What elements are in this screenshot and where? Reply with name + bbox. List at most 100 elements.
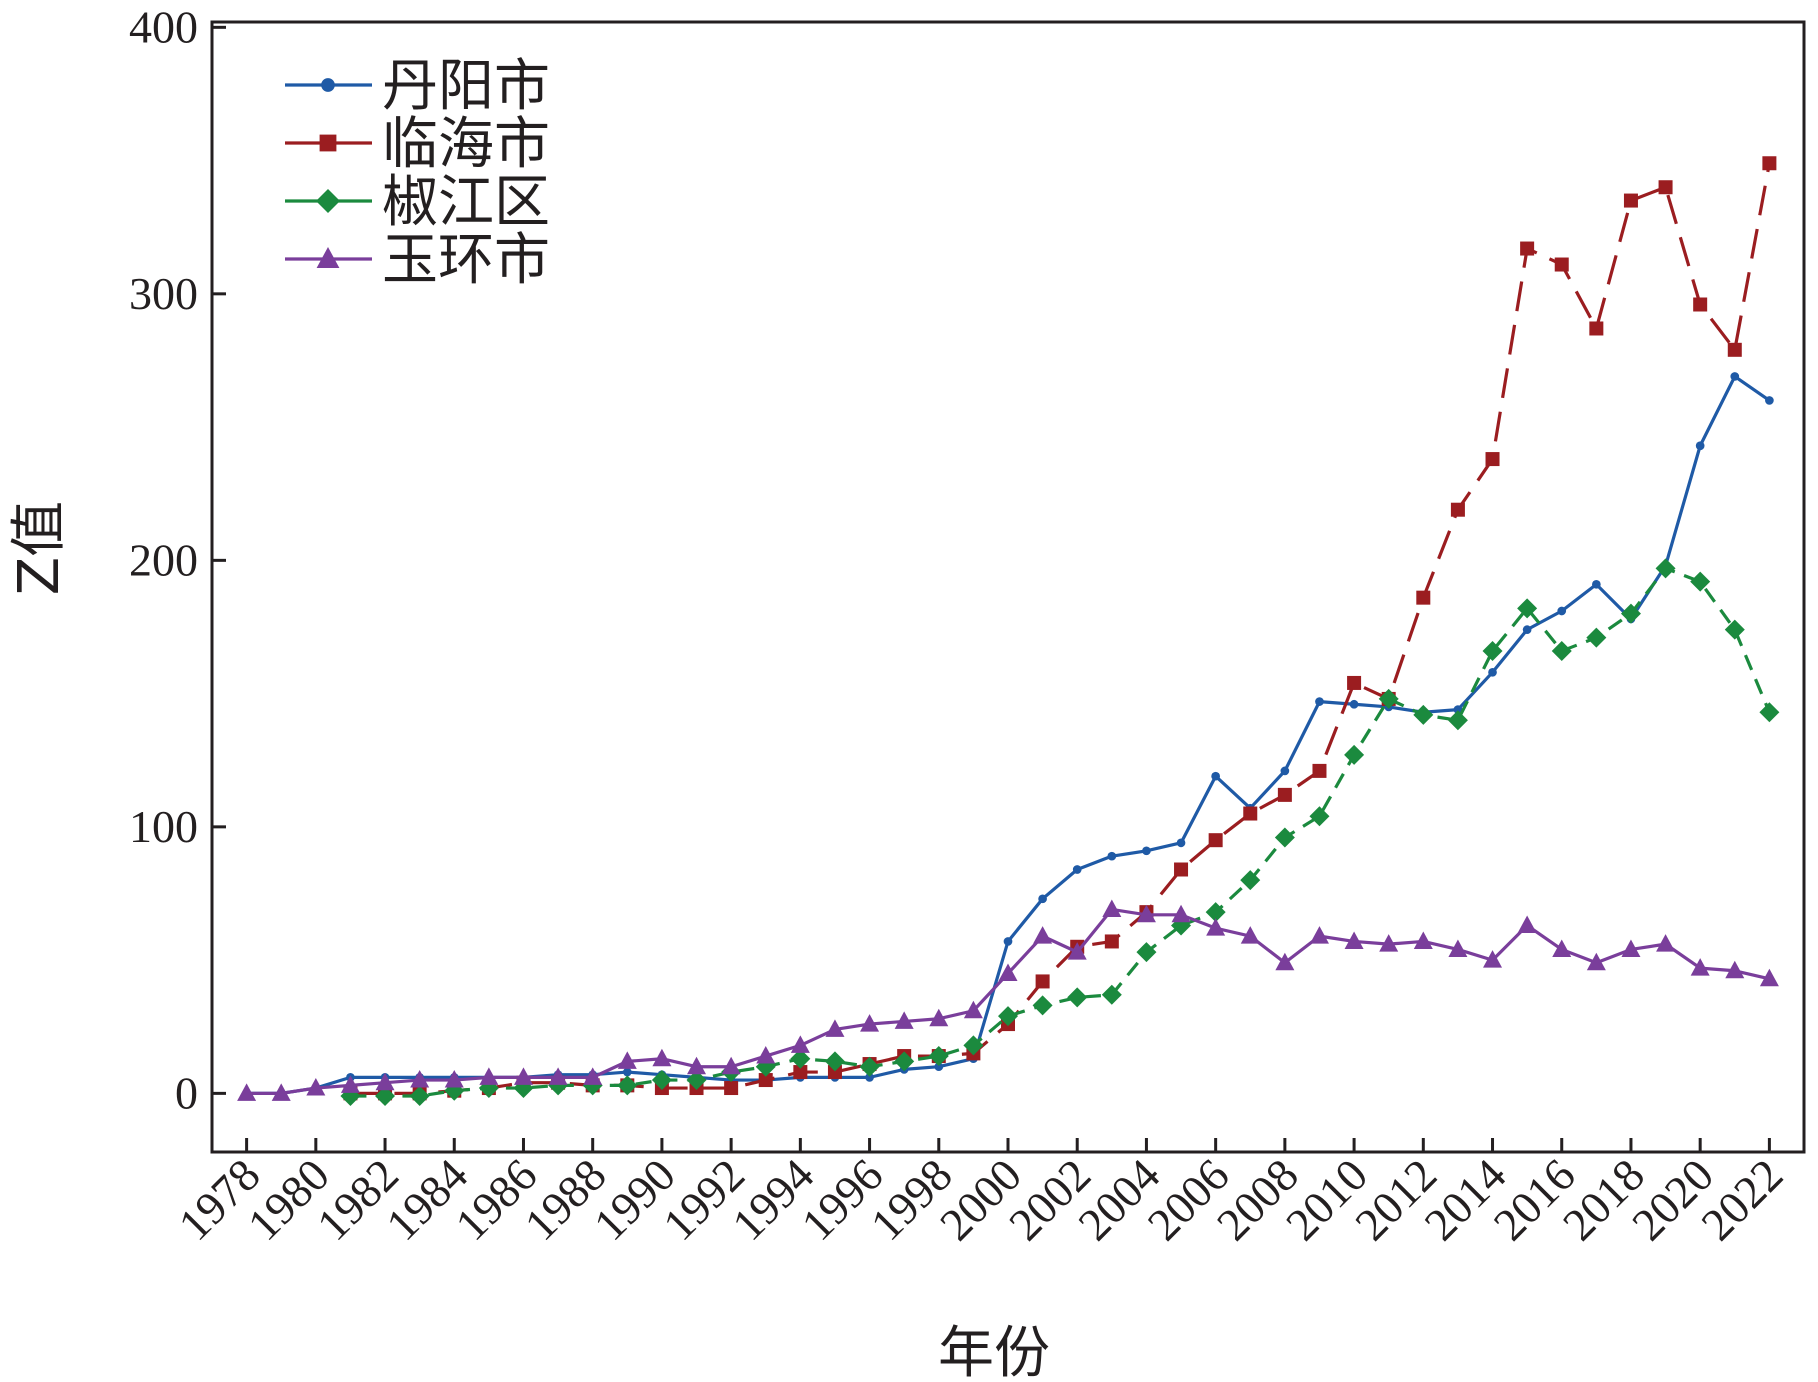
data-point [1277,787,1292,802]
data-point [340,1075,360,1093]
data-point [1104,934,1119,949]
data-point [375,1086,396,1107]
data-point [1656,934,1676,952]
data-point [894,1011,914,1029]
legend-label: 临海市 [382,112,550,177]
data-point [1586,952,1606,971]
data-point [1033,926,1053,944]
data-point [825,1019,845,1037]
data-point [1621,939,1641,957]
data-point [1522,625,1532,634]
data-point [756,1046,776,1064]
data-point [1312,763,1327,778]
series-layer [237,156,1780,1107]
data-point [1727,342,1742,357]
data-point [1690,571,1711,592]
data-point [1378,688,1399,709]
data-point [617,1075,638,1096]
data-point [1695,441,1705,451]
data-point [479,1067,499,1085]
data-point [1206,918,1226,936]
legend-marker [321,78,335,92]
x-tick-label: 2022 [1691,1149,1792,1250]
series-diamond [340,558,1780,1107]
data-point [687,1056,707,1075]
data-point [1658,180,1673,195]
series-line [246,907,1770,1095]
data-point [793,1065,808,1080]
data-point [1413,931,1433,949]
data-point [1176,838,1186,848]
data-point [1730,372,1740,381]
data-point [1551,640,1572,661]
data-point [1517,915,1537,933]
data-point [1315,697,1324,706]
data-point [1765,396,1774,405]
data-point [1280,766,1290,776]
legend-label: 玉环市 [382,228,550,293]
data-point [860,1014,880,1032]
data-point [929,1008,949,1027]
data-point [1309,926,1329,944]
data-point [1483,950,1503,968]
legend-marker [316,189,340,213]
data-point [375,1072,395,1091]
y-tick-label: 0 [175,1067,198,1118]
data-point [894,1051,915,1072]
data-point [1485,452,1500,467]
y-tick-label: 200 [129,534,198,585]
legend-item: 丹阳市 [285,54,550,119]
data-point [1142,846,1151,856]
x-axis-title: 年份 [938,1321,1050,1382]
data-point [1067,987,1088,1008]
data-point [1554,257,1569,272]
data-point [1067,942,1087,960]
data-point [1211,771,1220,781]
data-point [1552,939,1572,957]
data-point [686,1070,707,1091]
data-point [1690,958,1710,976]
data-point [1344,931,1364,949]
data-point [1413,704,1434,725]
data-point [998,963,1018,981]
legend-label: 椒江区 [382,170,550,235]
data-point [1240,926,1260,944]
data-point [1520,241,1535,256]
data-point [1655,558,1676,579]
data-point [1174,862,1189,877]
data-point [963,1000,983,1019]
data-point [1447,710,1468,731]
data-point [1243,806,1258,821]
data-point [1208,833,1223,848]
data-point [583,1067,603,1085]
data-point [513,1067,533,1085]
data-point [1347,675,1362,690]
data-point [1453,705,1463,714]
data-point [1107,851,1117,861]
data-point [1136,942,1157,963]
series-circle [242,372,1774,1098]
data-point [1171,904,1191,923]
series-triangle [237,899,1779,1101]
data-point [1038,894,1047,904]
data-point [724,1081,739,1096]
data-point [998,1006,1018,1027]
y-axis-title: Z值 [7,501,72,595]
data-point [1275,952,1295,971]
data-point [1344,744,1365,765]
data-point [237,1083,257,1101]
data-point [306,1078,326,1096]
data-point [410,1070,430,1088]
data-point [1759,702,1780,723]
data-point [1450,502,1465,517]
data-point [271,1083,291,1101]
data-point [865,1073,874,1082]
data-point [1592,579,1601,589]
series-square [343,156,1777,1101]
data-point [1759,968,1779,987]
data-point [444,1070,464,1088]
data-point [1517,598,1538,619]
data-point [1101,984,1122,1005]
